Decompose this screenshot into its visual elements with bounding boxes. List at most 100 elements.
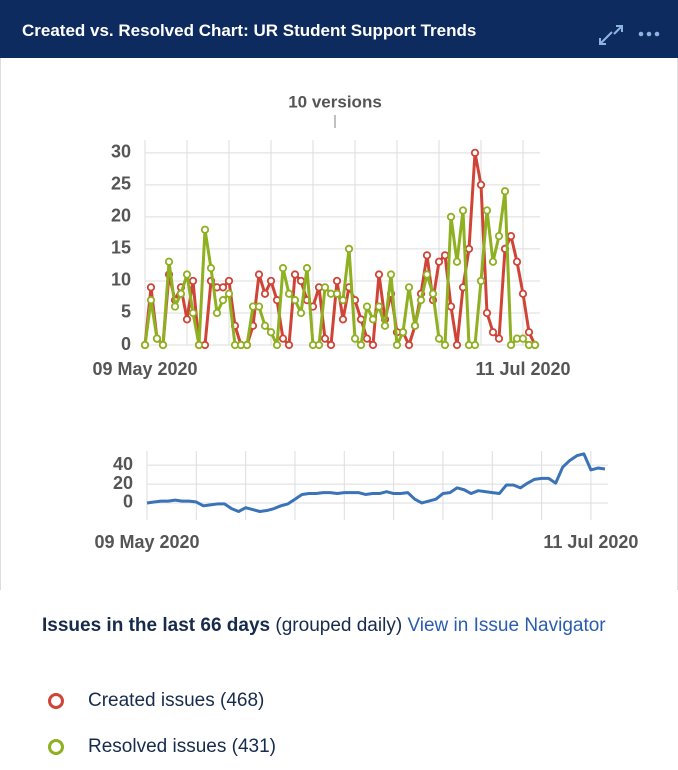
point [284, 340, 294, 350]
point [500, 187, 510, 196]
point [314, 340, 324, 350]
point [368, 340, 378, 350]
expand-icon[interactable] [599, 25, 623, 45]
point [488, 257, 498, 266]
point [404, 283, 414, 292]
point [518, 334, 528, 343]
point [296, 308, 306, 318]
point [446, 302, 456, 311]
y-tick-label: 40 [113, 454, 133, 474]
header: Created vs. Resolved Chart: UR Student S… [0, 0, 678, 58]
annotation: 10 versions [288, 92, 382, 111]
point [272, 340, 282, 350]
point [470, 340, 480, 350]
point [200, 225, 210, 234]
point [482, 308, 492, 318]
y-tick-label: 10 [111, 270, 131, 290]
point [290, 270, 300, 279]
x-tick-label: 11 Jul 2020 [543, 532, 638, 552]
point [332, 276, 342, 286]
point [290, 296, 300, 305]
point [422, 251, 432, 260]
point [440, 251, 450, 260]
point [428, 289, 438, 298]
point [452, 340, 462, 350]
y-tick-label: 0 [121, 334, 131, 354]
y-tick-label: 15 [111, 238, 131, 258]
point [464, 244, 474, 254]
point [224, 276, 234, 286]
gadget-title: Created vs. Resolved Chart: UR Student S… [22, 21, 477, 40]
point [284, 289, 294, 298]
point [224, 289, 234, 298]
point [374, 302, 384, 311]
point [398, 328, 408, 337]
point [422, 270, 432, 279]
point [356, 340, 366, 350]
point [446, 212, 456, 221]
point [218, 296, 228, 305]
x-tick-label: 09 May 2020 [94, 532, 199, 552]
point [344, 244, 354, 254]
point [434, 334, 444, 343]
point [146, 283, 156, 292]
point [254, 302, 264, 311]
point [440, 340, 450, 350]
point [338, 315, 348, 324]
point [326, 340, 336, 350]
point [254, 270, 264, 279]
point [164, 257, 174, 266]
point [320, 283, 330, 292]
point [158, 340, 168, 350]
point [470, 148, 480, 157]
point [194, 340, 204, 350]
point [506, 231, 516, 241]
point [338, 296, 348, 305]
point [296, 276, 306, 286]
point [212, 308, 222, 318]
summary-heading: Issues in the last 66 days [42, 615, 271, 636]
point [374, 270, 384, 279]
header-icons [599, 25, 660, 45]
point [494, 231, 504, 241]
point [188, 276, 198, 286]
point [152, 334, 162, 343]
y-tick-label: 0 [123, 492, 133, 512]
issue-navigator-link[interactable]: View in Issue Navigator [407, 615, 606, 636]
point [350, 334, 360, 343]
more-icon[interactable] [638, 31, 660, 37]
point [410, 321, 420, 330]
point [140, 340, 150, 350]
point [512, 257, 522, 266]
point [386, 270, 396, 279]
x-tick-label: 09 May 2020 [92, 359, 197, 379]
y-tick-label: 5 [121, 302, 131, 322]
summary-note: (grouped daily) [275, 615, 403, 636]
point [278, 334, 288, 343]
point [182, 270, 192, 279]
x-tick-label: 11 Jul 2020 [475, 359, 570, 379]
legend-marker [48, 739, 64, 755]
point [404, 340, 414, 350]
legend-marker [48, 693, 64, 709]
y-tick-label: 20 [111, 206, 131, 226]
legend-item: Resolved issues (431) [48, 736, 276, 758]
y-tick-label: 25 [111, 174, 131, 194]
point [260, 289, 270, 298]
series-line [146, 452, 606, 513]
point [362, 302, 372, 311]
point [476, 180, 486, 189]
point [362, 334, 372, 343]
point [380, 321, 390, 330]
point [476, 276, 486, 286]
point [482, 206, 492, 215]
point [524, 328, 534, 337]
point [518, 289, 528, 298]
point [368, 315, 378, 324]
point [392, 340, 402, 350]
y-tick-label: 30 [111, 142, 131, 162]
point [170, 302, 180, 311]
legend-label: Created issues (468) [88, 690, 265, 711]
legend-label: Resolved issues (431) [88, 736, 276, 757]
point [188, 308, 198, 318]
